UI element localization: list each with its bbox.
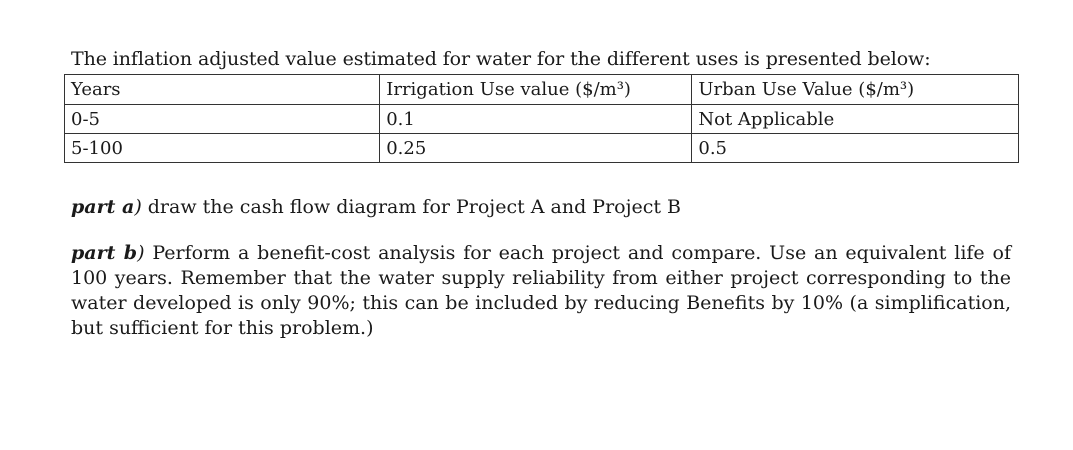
header-years: Years: [63, 74, 381, 105]
water-value-table: Years Irrigation Use value ($/m³) Urban …: [63, 74, 1019, 163]
cell-urban-value: 0.5: [691, 133, 1019, 163]
table-row: 5-100 0.25 0.5: [63, 133, 1019, 163]
table-header-row: Years Irrigation Use value ($/m³) Urban …: [63, 74, 1019, 105]
part-a-paragraph: part a) draw the cash flow diagram for P…: [71, 194, 681, 220]
part-b-paren: ): [137, 242, 145, 264]
part-b-text: Perform a benefit-cost analysis for each…: [71, 242, 1011, 339]
part-a-text: draw the cash flow diagram for Project A…: [141, 196, 682, 218]
part-b-label: part b: [71, 242, 138, 264]
part-a-paren: ): [134, 196, 142, 218]
table-row: 0-5 0.1 Not Applicable: [63, 104, 1019, 134]
cell-years: 5-100: [63, 133, 381, 163]
header-irrigation-value: Irrigation Use value ($/m³): [379, 74, 693, 105]
cell-irrigation-value: 0.1: [379, 104, 693, 134]
header-urban-value: Urban Use Value ($/m³): [691, 74, 1019, 105]
cell-irrigation-value: 0.25: [379, 133, 693, 163]
part-a-label: part a: [71, 196, 135, 218]
cell-urban-value: Not Applicable: [691, 104, 1019, 134]
cell-years: 0-5: [63, 104, 381, 134]
intro-text: The inflation adjusted value estimated f…: [71, 48, 931, 70]
part-b-paragraph: part b) Perform a benefit-cost analysis …: [71, 241, 1011, 341]
